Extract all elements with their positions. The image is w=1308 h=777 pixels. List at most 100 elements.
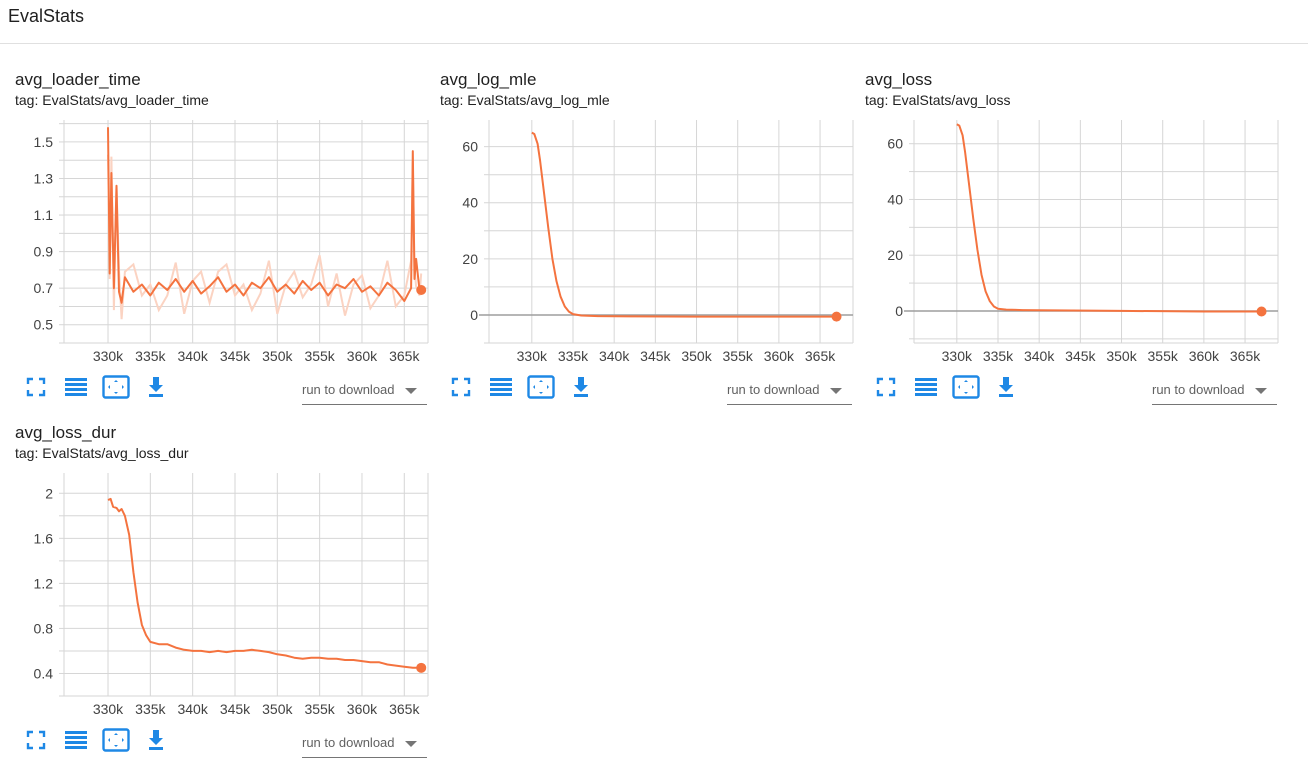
y-tick-label: 0 (895, 303, 903, 319)
section-title: EvalStats (8, 6, 85, 26)
fit-domain-button[interactable] (102, 727, 130, 757)
chart-title: avg_loss (865, 70, 933, 89)
y-tick-label: 40 (887, 191, 903, 207)
y-tick-label: 20 (887, 247, 903, 263)
run-to-download-select[interactable]: run to download (302, 377, 427, 405)
y-tick-label: 1.5 (34, 134, 54, 150)
x-tick-label: 355k (1148, 348, 1179, 364)
fit-domain-icon (952, 374, 980, 404)
x-tick-label: 335k (135, 701, 166, 717)
x-tick-label: 340k (177, 701, 208, 717)
list-icon (489, 377, 513, 402)
chart-title: avg_loss_dur (15, 423, 117, 442)
x-tick-label: 345k (1065, 348, 1096, 364)
chart-card-avg-log-mle: avg_log_mle tag: EvalStats/avg_log_mle 3… (425, 0, 854, 405)
series-line (107, 497, 422, 669)
chart-title: avg_loader_time (15, 70, 141, 89)
list-icon (914, 377, 938, 402)
run-to-download-select[interactable]: run to download (727, 377, 852, 405)
last-point-marker (416, 284, 427, 295)
chart-card-avg-loss: avg_loss tag: EvalStats/avg_loss 330k 335… (850, 0, 1279, 405)
y-tick-label: 60 (887, 136, 903, 152)
fit-domain-button[interactable] (527, 374, 555, 403)
y-tick-label: 60 (462, 139, 478, 155)
x-tick-label: 335k (135, 348, 166, 364)
download-icon (146, 376, 166, 403)
fit-domain-icon (102, 374, 130, 404)
download-icon (996, 376, 1016, 403)
last-point-marker (1256, 306, 1267, 317)
fit-domain-icon (102, 727, 130, 757)
x-tick-label: 360k (347, 701, 378, 717)
x-tick-label: 330k (942, 348, 973, 364)
run-select-placeholder: run to download (1152, 382, 1245, 397)
chart-tag: tag: EvalStats/avg_log_mle (440, 92, 610, 108)
chart-title: avg_log_mle (440, 70, 537, 89)
last-point-marker (831, 311, 842, 322)
chevron-down-icon (1255, 388, 1267, 394)
raw-series-line (107, 154, 423, 320)
fit-domain-button[interactable] (952, 374, 980, 404)
chart-toolbar: run to download (22, 374, 427, 407)
fullscreen-icon (451, 377, 471, 402)
x-tick-label: 350k (1106, 348, 1137, 364)
run-select-placeholder: run to download (727, 382, 820, 397)
chart-tag: tag: EvalStats/avg_loss_dur (15, 445, 189, 461)
download-button[interactable] (142, 728, 170, 756)
x-tick-label: 345k (640, 348, 671, 364)
list-button[interactable] (912, 375, 940, 403)
run-select-placeholder: run to download (302, 382, 395, 397)
x-tick-label: 340k (599, 348, 630, 364)
chart-tag: tag: EvalStats/avg_loss (865, 92, 1011, 108)
fullscreen-icon (876, 377, 896, 402)
chart-toolbar: run to download (447, 374, 852, 407)
download-icon (146, 729, 166, 756)
chart-svg[interactable]: 330k 335k 340k 345k 350k 355k 360k 365k 0.5 0.7 0.… (0, 115, 429, 370)
x-tick-label: 350k (681, 348, 712, 364)
fullscreen-button[interactable] (447, 375, 475, 403)
chart-card-avg-loader-time: avg_loader_time tag: EvalStats/avg_loade… (0, 0, 429, 405)
fullscreen-button[interactable] (22, 728, 50, 756)
list-icon (64, 730, 88, 755)
run-to-download-select[interactable]: run to download (302, 730, 427, 758)
download-button[interactable] (992, 375, 1020, 403)
fullscreen-button[interactable] (22, 375, 50, 403)
run-to-download-select[interactable]: run to download (1152, 377, 1277, 405)
list-button[interactable] (487, 375, 515, 403)
chart-tag: tag: EvalStats/avg_loader_time (15, 92, 209, 108)
series-line (956, 123, 1262, 313)
fullscreen-button[interactable] (872, 375, 900, 403)
section-header: EvalStats (0, 0, 1308, 44)
x-tick-label: 360k (1189, 348, 1220, 364)
y-tick-label: 0 (470, 307, 478, 323)
list-button[interactable] (62, 728, 90, 756)
chart-svg[interactable]: 330k 335k 340k 345k 350k 355k 360k 365k 0 20 40 60 (425, 115, 854, 370)
y-tick-label: 0.9 (34, 244, 54, 260)
x-tick-label: 345k (220, 348, 251, 364)
fit-domain-button[interactable] (102, 374, 130, 404)
list-button[interactable] (62, 375, 90, 403)
series-line (531, 131, 837, 318)
y-tick-label: 1.3 (34, 170, 54, 186)
run-select-placeholder: run to download (302, 735, 395, 750)
x-tick-label: 360k (764, 348, 795, 364)
x-tick-label: 365k (805, 348, 836, 364)
y-tick-label: 0.7 (34, 280, 54, 296)
fullscreen-icon (26, 377, 46, 402)
y-tick-label: 0.5 (34, 317, 54, 333)
y-tick-label: 20 (462, 251, 478, 267)
x-tick-label: 365k (389, 701, 420, 717)
x-tick-label: 365k (1230, 348, 1261, 364)
chart-svg[interactable]: 330k 335k 340k 345k 350k 355k 360k 365k 0.4 0.8 1.… (0, 468, 429, 723)
chart-svg[interactable]: 330k 335k 340k 345k 350k 355k 360k 365k 0 20 40 60 (850, 115, 1279, 370)
series-line (107, 127, 422, 304)
y-tick-label: 40 (462, 195, 478, 211)
chevron-down-icon (830, 388, 842, 394)
list-icon (64, 377, 88, 402)
download-button[interactable] (567, 375, 595, 403)
x-tick-label: 345k (220, 701, 251, 717)
chart-toolbar: run to download (22, 727, 427, 760)
x-tick-label: 355k (723, 348, 754, 364)
download-button[interactable] (142, 375, 170, 403)
last-point-marker (416, 662, 427, 673)
